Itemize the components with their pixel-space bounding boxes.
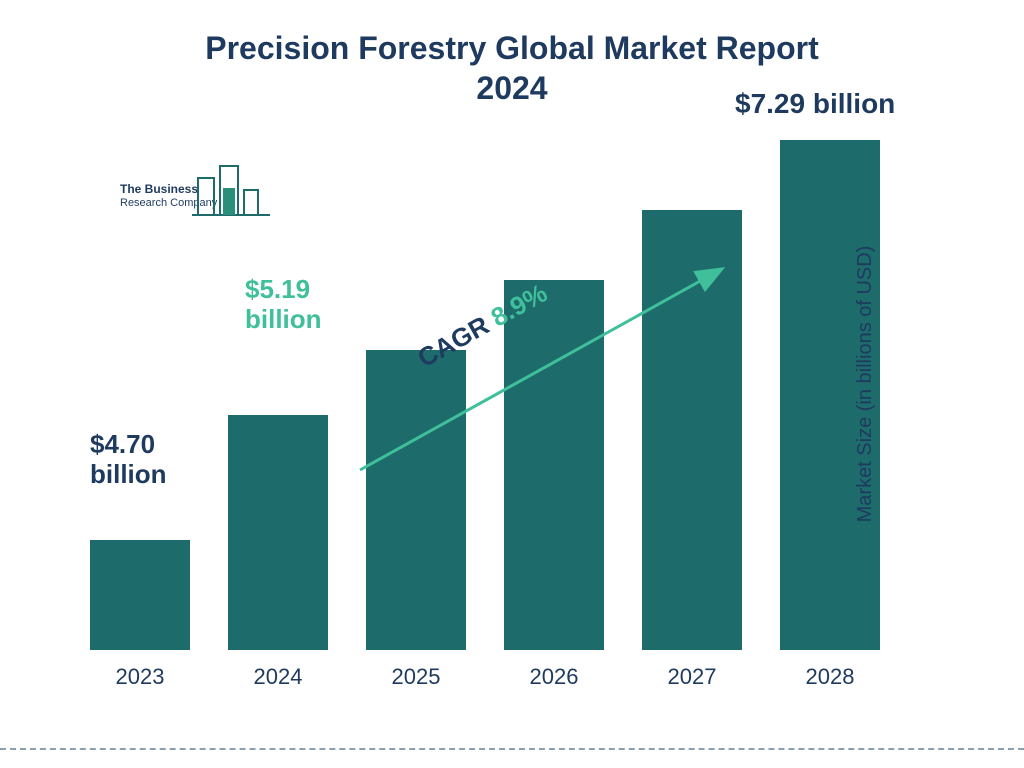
callout-2024-unit: billion [245,305,322,335]
xlabel-2026: 2026 [504,664,604,690]
bar-2023 [90,540,190,650]
callout-2024-value: $5.19 [245,275,322,305]
bar-2026 [504,280,604,650]
xlabel-2027: 2027 [642,664,742,690]
bar-2027 [642,210,742,650]
callout-2024: $5.19 billion [245,275,322,335]
callout-2023: $4.70 billion [90,430,167,490]
xlabel-2024: 2024 [228,664,328,690]
bar-chart: $4.70 billion $5.19 billion $7.29 billio… [90,130,920,690]
callout-2023-unit: billion [90,460,167,490]
plot-area: $4.70 billion $5.19 billion $7.29 billio… [90,130,920,650]
bar-2024 [228,415,328,650]
callout-2023-value: $4.70 [90,430,167,460]
yaxis-label: Market Size (in billions of USD) [854,246,877,523]
xlabel-2025: 2025 [366,664,466,690]
bar-2025 [366,350,466,650]
title-line1: Precision Forestry Global Market Report [0,28,1024,68]
xlabel-2023: 2023 [90,664,190,690]
footer-divider [0,748,1024,750]
callout-2028: $7.29 billion [735,88,895,120]
xlabel-2028: 2028 [780,664,880,690]
callout-2028-text: $7.29 billion [735,88,895,119]
